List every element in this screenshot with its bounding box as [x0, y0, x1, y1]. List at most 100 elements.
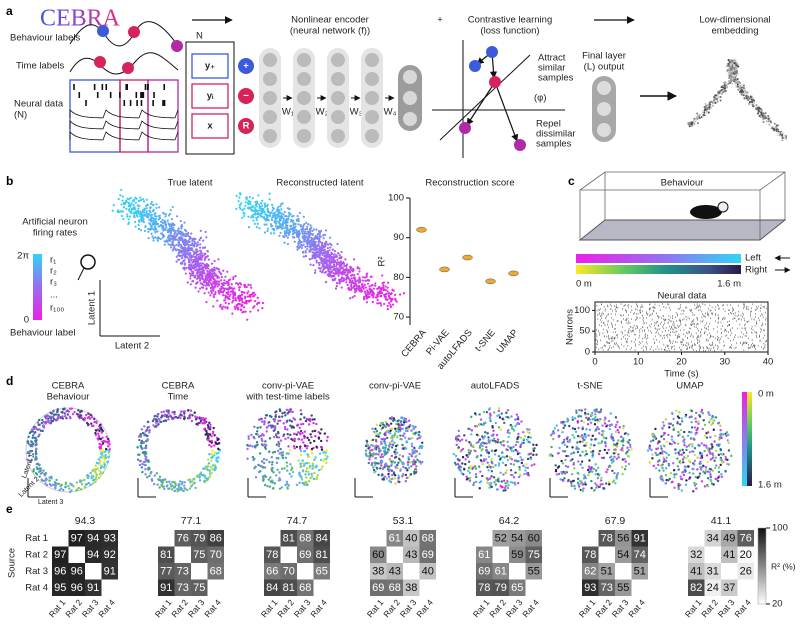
method-title: Behaviour — [47, 392, 90, 403]
latent-point — [392, 304, 394, 306]
latent-point — [162, 222, 164, 224]
embedding-point — [734, 75, 736, 77]
latent-point — [208, 259, 210, 261]
latent-point — [270, 212, 272, 214]
embedding-point — [153, 418, 155, 420]
embedding-point — [720, 100, 722, 102]
latent-point — [354, 282, 356, 284]
embedding-point — [258, 419, 260, 421]
weight-label: W₁ — [282, 107, 294, 118]
embedding-point — [91, 416, 93, 418]
latent-point — [130, 210, 132, 212]
embedding-point — [195, 423, 197, 425]
embedding-point — [154, 474, 156, 476]
embedding-point — [766, 116, 768, 118]
embedding-point — [45, 417, 47, 419]
latent-point — [241, 301, 243, 303]
embedding-point — [93, 478, 95, 480]
embedding-point — [704, 114, 706, 116]
embedding-point — [210, 453, 212, 455]
latent-point — [165, 224, 167, 226]
embedding-point — [729, 61, 731, 63]
embedding-point — [284, 411, 286, 413]
latent-point — [399, 293, 401, 295]
axis-label: Neurons — [565, 309, 576, 345]
latent-point — [210, 290, 212, 292]
latent-point — [218, 293, 220, 295]
embedding-point — [57, 416, 59, 418]
neuron — [365, 129, 379, 143]
latent-point — [176, 261, 178, 263]
latent-point — [151, 217, 153, 219]
latent-point — [205, 231, 207, 233]
embedding-point — [163, 488, 165, 490]
latent-point — [134, 226, 136, 228]
latent-point — [125, 201, 127, 203]
latent-point — [358, 285, 360, 287]
x-tick-label: 20 — [676, 357, 687, 368]
embedding-point — [144, 455, 146, 457]
embedding-point — [688, 123, 690, 125]
label: Contrastive learning — [468, 15, 553, 26]
latent-point — [236, 306, 238, 308]
latent-point — [306, 242, 308, 244]
neuron — [331, 91, 345, 105]
latent-point — [366, 276, 368, 278]
embedding-point — [269, 486, 271, 488]
latent-point — [212, 270, 214, 272]
latent-point — [142, 209, 144, 211]
latent-point — [202, 240, 204, 242]
latent-point — [190, 232, 192, 234]
latent-point — [188, 249, 190, 251]
x-tick-label: t-SNE — [473, 327, 498, 353]
latent-point — [222, 270, 224, 272]
latent-point — [377, 299, 379, 301]
latent-point — [371, 290, 373, 292]
latent-point — [254, 300, 256, 302]
embedding-point — [194, 411, 196, 413]
latent-point — [183, 254, 185, 256]
latent-point — [177, 254, 179, 256]
embedding-point — [141, 463, 143, 465]
latent-point — [184, 229, 186, 231]
latent-point — [371, 284, 373, 286]
latent-point — [268, 211, 270, 213]
latent-point — [324, 267, 326, 269]
latent-point — [244, 284, 246, 286]
latent-point — [391, 292, 393, 294]
latent-point — [158, 206, 160, 208]
latent-point — [227, 293, 229, 295]
latent-point — [306, 248, 308, 250]
latent-point — [346, 263, 348, 265]
embedding-point — [212, 464, 214, 466]
embedding-point — [213, 434, 215, 436]
embedding-point — [209, 475, 211, 477]
latent-point — [319, 256, 321, 258]
weight-label: W₃ — [350, 107, 363, 118]
latent-point — [258, 203, 260, 205]
embedding-point — [48, 480, 50, 482]
latent-point — [237, 303, 239, 305]
latent-point — [128, 205, 130, 207]
latent-point — [216, 300, 218, 302]
latent-point — [344, 258, 346, 260]
latent-point — [218, 283, 220, 285]
latent-point — [361, 290, 363, 292]
label: (neural network (f)) — [290, 26, 370, 37]
embedding-point — [61, 411, 63, 413]
latent-point — [346, 270, 348, 272]
latent-point — [214, 269, 216, 271]
latent-point — [271, 204, 273, 206]
latent-point — [235, 282, 237, 284]
embedding-point — [766, 120, 768, 122]
latent-point — [325, 262, 327, 264]
embedding-point — [690, 123, 692, 125]
embedding-point — [107, 438, 109, 440]
embedding-point — [286, 481, 288, 483]
latent-point — [200, 282, 202, 284]
latent-point — [203, 281, 205, 283]
latent-point — [146, 199, 148, 201]
latent-point — [278, 235, 280, 237]
latent-point — [235, 275, 237, 277]
latent-point — [365, 287, 367, 289]
